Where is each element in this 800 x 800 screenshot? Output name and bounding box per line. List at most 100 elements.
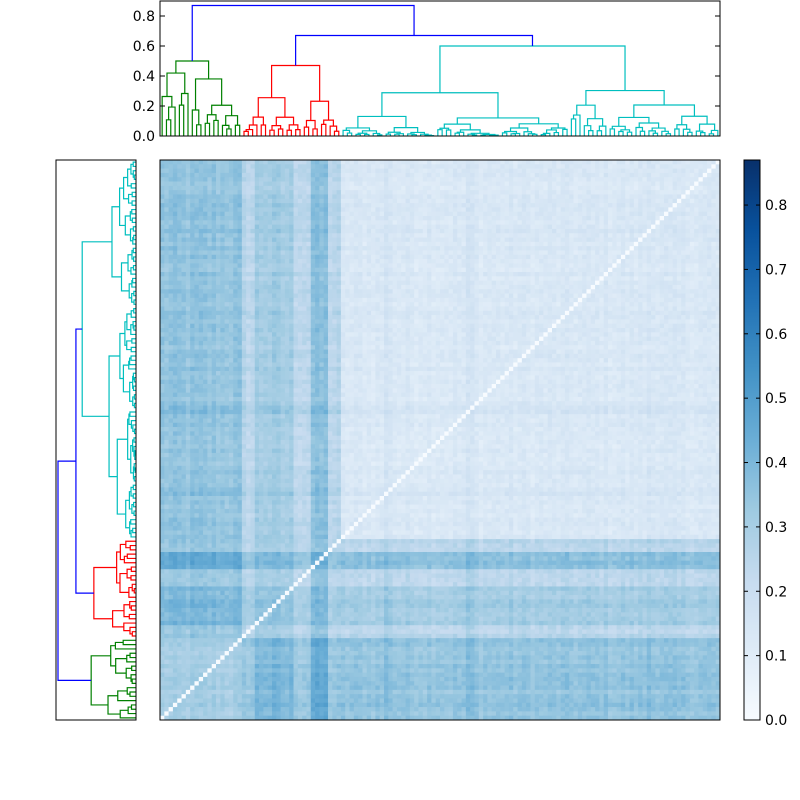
heatmap-cell	[556, 302, 561, 307]
heatmap-cell	[427, 177, 432, 182]
heatmap-cell	[465, 302, 471, 307]
heatmap-cell	[306, 293, 312, 299]
heatmap-cell	[310, 276, 316, 281]
dendrogram-link	[695, 130, 704, 136]
heatmap-cell	[237, 259, 243, 264]
heatmap-cell	[220, 280, 225, 286]
heatmap-cell	[586, 284, 592, 290]
heatmap-cell	[375, 177, 381, 182]
heatmap-cell	[629, 310, 635, 316]
heatmap-cell	[560, 194, 566, 200]
heatmap-cell	[664, 172, 669, 178]
heatmap-cell	[642, 198, 648, 204]
heatmap-cell	[552, 297, 557, 303]
heatmap-cell	[564, 306, 570, 312]
heatmap-cell	[478, 259, 484, 264]
heatmap-row	[160, 263, 721, 269]
heatmap-cell	[160, 263, 165, 269]
heatmap-cell	[676, 237, 682, 243]
heatmap-cell	[651, 181, 656, 187]
heatmap-cell	[659, 198, 665, 204]
heatmap-cell	[241, 293, 247, 299]
heatmap-cell	[517, 185, 523, 191]
heatmap-cell	[418, 297, 424, 303]
heatmap-cell	[651, 284, 656, 290]
heatmap-cell	[487, 302, 493, 307]
heatmap-cell	[427, 190, 432, 195]
heatmap-cell	[427, 207, 432, 213]
heatmap-cell	[353, 211, 359, 217]
heatmap-cell	[664, 216, 669, 221]
heatmap-cell	[280, 181, 286, 187]
heatmap-cell	[328, 254, 333, 260]
heatmap-cell	[384, 172, 389, 178]
heatmap-cell	[276, 246, 281, 251]
heatmap-cell	[272, 190, 277, 195]
heatmap-cell	[560, 220, 566, 225]
heatmap-cell	[323, 254, 329, 260]
heatmap-cell	[349, 280, 355, 286]
heatmap-cell	[702, 289, 708, 294]
heatmap-cell	[172, 228, 178, 234]
heatmap-cell	[254, 203, 260, 208]
heatmap-cell	[336, 259, 342, 264]
heatmap-cell	[181, 237, 187, 243]
heatmap-cell	[599, 160, 605, 165]
heatmap-cell	[168, 172, 174, 178]
heatmap-cell	[539, 190, 544, 195]
heatmap-cell	[388, 237, 393, 243]
heatmap-cell	[405, 254, 411, 260]
heatmap-cell	[194, 297, 200, 303]
heatmap-cell	[427, 216, 432, 221]
heatmap-cell	[237, 160, 243, 165]
heatmap-cell	[422, 207, 428, 213]
heatmap-cell	[160, 276, 165, 281]
heatmap-cell	[586, 254, 592, 260]
heatmap-cell	[435, 293, 441, 299]
heatmap-cell	[474, 302, 480, 307]
heatmap-cell	[715, 185, 721, 191]
heatmap-cell	[625, 297, 630, 303]
heatmap-cell	[203, 207, 208, 213]
heatmap-cell	[306, 237, 312, 243]
heatmap-cell	[405, 306, 411, 312]
heatmap-cell	[216, 185, 221, 191]
heatmap-cell	[323, 237, 329, 243]
heatmap-cell	[681, 289, 686, 294]
heatmap-cell	[392, 302, 398, 307]
heatmap-cell	[444, 250, 449, 256]
heatmap-cell	[414, 241, 419, 247]
heatmap-cell	[353, 250, 359, 256]
heatmap-cell	[440, 237, 445, 243]
heatmap-cell	[564, 228, 570, 234]
heatmap-cell	[284, 302, 290, 307]
heatmap-cell	[181, 216, 187, 221]
heatmap-cell	[211, 207, 217, 213]
heatmap-cell	[388, 164, 393, 169]
heatmap-cell	[569, 177, 574, 182]
dendrogram-link	[132, 466, 135, 480]
heatmap-cell	[405, 224, 411, 230]
heatmap-cell	[577, 297, 583, 303]
heatmap-cell	[676, 224, 682, 230]
heatmap-cell	[427, 181, 432, 187]
heatmap-cell	[655, 250, 661, 256]
heatmap-cell	[681, 233, 686, 238]
heatmap-cell	[366, 250, 372, 256]
heatmap-cell	[500, 246, 505, 251]
dendrogram-link	[638, 122, 660, 129]
heatmap-cell	[676, 194, 682, 200]
heatmap-cell	[513, 177, 518, 182]
heatmap-cell	[233, 302, 238, 307]
heatmap-cell	[328, 224, 333, 230]
heatmap-cell	[306, 302, 312, 307]
heatmap-cell	[220, 254, 225, 260]
heatmap-cell	[595, 164, 600, 169]
heatmap-cell	[547, 306, 553, 312]
heatmap-cell	[530, 293, 536, 299]
heatmap-cell	[564, 194, 570, 200]
heatmap-cell	[220, 228, 225, 234]
heatmap-cell	[577, 263, 583, 269]
heatmap-cell	[267, 293, 273, 299]
heatmap-cell	[336, 263, 342, 269]
